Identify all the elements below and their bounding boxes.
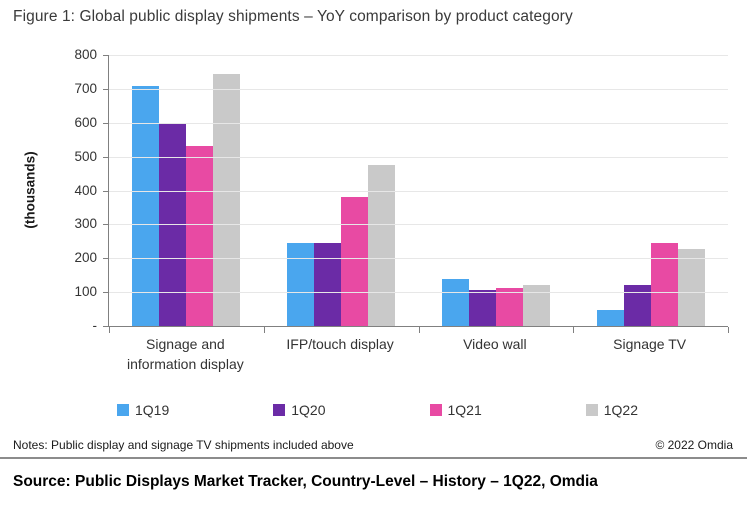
y-tick-mark-600	[103, 122, 109, 124]
bar-1q22-3	[677, 248, 705, 326]
legend-label-1q21: 1Q21	[447, 402, 482, 418]
gridline-500	[109, 156, 728, 158]
bar-1q21-0	[186, 146, 214, 326]
y-tick-mark-300	[103, 224, 109, 226]
y-tick-mark-800	[103, 55, 109, 56]
gridline-600	[109, 122, 728, 124]
category-label-2: Video wall	[463, 336, 527, 352]
bar-1q22-1	[368, 165, 396, 326]
notes-text: Notes: Public display and signage TV shi…	[13, 438, 354, 452]
bar-1q20-2	[468, 290, 496, 326]
y-tick-mark-100	[103, 292, 109, 294]
x-tick-mark-4	[728, 327, 729, 333]
bar-1q21-3	[650, 243, 678, 326]
category-label-1: IFP/touch display	[286, 336, 394, 352]
y-tick-mark-0	[103, 326, 109, 327]
bar-1q21-2	[495, 288, 523, 326]
x-tick-mark-3	[573, 327, 575, 333]
x-tick-mark-2	[418, 327, 420, 333]
legend-item-1q21: 1Q21	[421, 402, 577, 418]
y-axis-title: (thousands)	[22, 151, 38, 229]
y-tick-label-800: 800	[74, 47, 97, 62]
bar-1q19-2	[441, 279, 469, 326]
gridline-100	[109, 292, 728, 294]
legend-label-1q22: 1Q22	[603, 402, 638, 418]
gridline-800	[109, 55, 728, 56]
y-tick-label-200: 200	[74, 250, 97, 266]
bar-group-2	[419, 55, 574, 326]
y-tick-mark-700	[103, 88, 109, 90]
legend-swatch-1q22	[585, 404, 598, 416]
bar-1q21-1	[341, 197, 369, 326]
y-tick-label-300: 300	[74, 216, 97, 232]
legend-swatch-1q19	[117, 404, 129, 416]
y-tick-mark-400	[103, 190, 109, 192]
gridline-200	[109, 258, 728, 260]
y-tick-label-700: 700	[74, 80, 97, 96]
chart-legend: 1Q19 1Q20 1Q21 1Q22	[108, 402, 733, 418]
legend-swatch-1q21	[429, 404, 442, 416]
gridline-400	[109, 190, 728, 192]
x-axis-category-labels: Signage and information display IFP/touch …	[108, 334, 727, 375]
bar-1q19-0	[132, 85, 160, 326]
bar-1q19-1	[287, 243, 315, 326]
y-tick-label-600: 600	[74, 114, 97, 130]
y-tick-label-0: -	[92, 318, 98, 333]
legend-item-1q20: 1Q20	[264, 402, 420, 418]
bar-1q19-3	[596, 310, 624, 326]
x-tick-mark-1	[263, 327, 265, 333]
legend-item-1q22: 1Q22	[577, 402, 733, 418]
y-tick-label-100: 100	[74, 284, 97, 300]
category-label-3: Signage TV	[613, 336, 687, 352]
gridline-300	[109, 224, 728, 226]
gridline-700	[109, 88, 728, 90]
source-text: Source: Public Displays Market Tracker, …	[13, 473, 598, 490]
chart-plot-area: - 100 200 300 400 500 600 700 800	[74, 48, 729, 333]
y-tick-label-500: 500	[74, 148, 97, 164]
legend-label-1q19: 1Q19	[135, 402, 170, 418]
legend-item-1q19: 1Q19	[108, 402, 264, 418]
legend-label-1q20: 1Q20	[291, 402, 326, 418]
category-label-0: Signage and information display	[127, 336, 244, 373]
y-tick-mark-500	[103, 156, 109, 158]
x-tick-mark-0	[109, 327, 110, 333]
copyright-text: © 2022 Omdia	[655, 438, 733, 452]
y-tick-label-400: 400	[74, 182, 97, 198]
notes-row: Notes: Public display and signage TV shi…	[13, 438, 733, 452]
figure-title: Figure 1: Global public display shipment…	[13, 8, 573, 25]
bar-1q20-1	[314, 243, 342, 326]
bar-group-1	[264, 55, 419, 326]
legend-swatch-1q20	[273, 404, 286, 416]
y-tick-mark-200	[103, 258, 109, 260]
source-divider-line	[0, 457, 747, 459]
bar-1q22-0	[213, 73, 241, 326]
